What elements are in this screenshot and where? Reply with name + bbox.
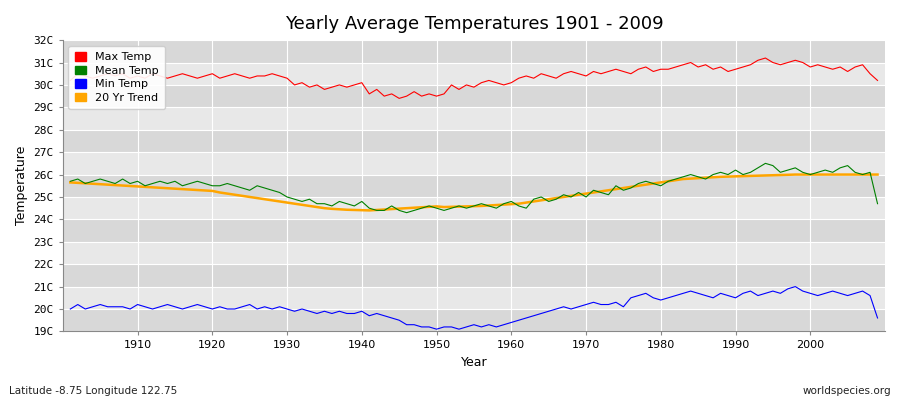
Y-axis label: Temperature: Temperature (15, 146, 28, 226)
Mean Temp (506, 199, 517, 204)
Mean Temp (334, 199, 345, 204)
Mean Temp (401, 210, 412, 215)
Min Temp (506, 320, 517, 325)
Bar (63, 85, 885, 107)
20 Yr Trend (603, 188, 614, 193)
20 Yr Trend (289, 201, 300, 206)
Min Temp (513, 318, 524, 323)
Max Temp (760, 56, 770, 60)
20 Yr Trend (513, 201, 524, 206)
Line: 20 Yr Trend: 20 Yr Trend (70, 174, 878, 210)
Max Temp (334, 82, 345, 87)
Bar (63, 174, 885, 197)
Mean Temp (603, 192, 614, 197)
Bar (63, 107, 885, 130)
X-axis label: Year: Year (461, 356, 487, 369)
Title: Yearly Average Temperatures 1901 - 2009: Yearly Average Temperatures 1901 - 2009 (284, 15, 663, 33)
Line: Max Temp: Max Temp (70, 58, 878, 98)
20 Yr Trend (506, 202, 517, 206)
Min Temp (65, 307, 76, 312)
Max Temp (394, 96, 405, 101)
Max Temp (65, 78, 76, 83)
Min Temp (872, 316, 883, 320)
20 Yr Trend (790, 172, 801, 177)
Min Temp (334, 309, 345, 314)
Bar (63, 264, 885, 287)
Min Temp (431, 327, 442, 332)
Bar (63, 62, 885, 85)
Min Temp (790, 284, 801, 289)
Legend: Max Temp, Mean Temp, Min Temp, 20 Yr Trend: Max Temp, Mean Temp, Min Temp, 20 Yr Tre… (68, 46, 166, 110)
20 Yr Trend (65, 180, 76, 185)
Bar (63, 242, 885, 264)
Mean Temp (289, 197, 300, 202)
Max Temp (513, 76, 524, 81)
Mean Temp (65, 179, 76, 184)
Bar (63, 287, 885, 309)
Bar (63, 219, 885, 242)
Line: Min Temp: Min Temp (70, 287, 878, 329)
Mean Temp (872, 201, 883, 206)
Min Temp (289, 309, 300, 314)
Mean Temp (760, 161, 770, 166)
20 Yr Trend (125, 184, 136, 188)
Max Temp (289, 82, 300, 87)
Min Temp (603, 302, 614, 307)
Line: Mean Temp: Mean Temp (70, 163, 878, 213)
Text: worldspecies.org: worldspecies.org (803, 386, 891, 396)
Bar (63, 152, 885, 174)
Mean Temp (513, 204, 524, 208)
20 Yr Trend (364, 208, 374, 213)
Mean Temp (125, 181, 136, 186)
Bar (63, 130, 885, 152)
Bar (63, 309, 885, 332)
20 Yr Trend (872, 172, 883, 177)
Max Temp (125, 76, 136, 81)
Max Temp (603, 69, 614, 74)
Bar (63, 40, 885, 62)
Text: Latitude -8.75 Longitude 122.75: Latitude -8.75 Longitude 122.75 (9, 386, 177, 396)
Max Temp (506, 80, 517, 85)
20 Yr Trend (334, 207, 345, 212)
Bar (63, 197, 885, 219)
Max Temp (872, 78, 883, 83)
Min Temp (125, 307, 136, 312)
